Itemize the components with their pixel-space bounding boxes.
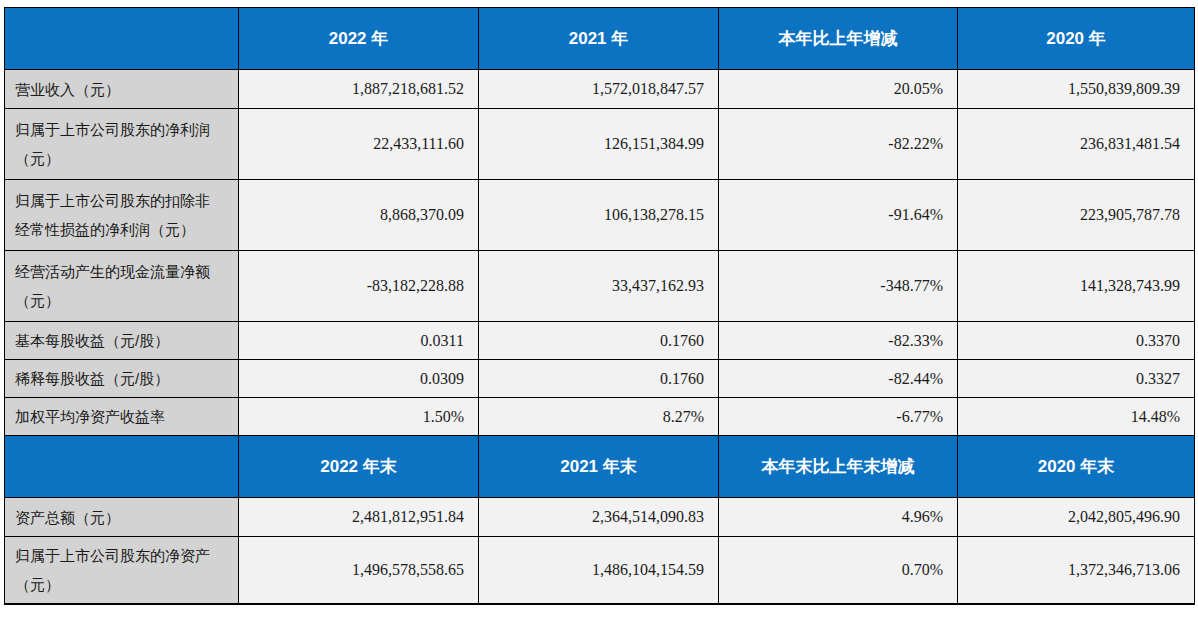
yearend-header-empty-cell (5, 436, 239, 498)
yearend-header-row: 2022 年末 2021 年末 本年末比上年末增减 2020 年末 (5, 436, 1195, 498)
row-net-profit-2020: 236,831,481.54 (958, 109, 1195, 180)
row-basic-eps-2020: 0.3370 (958, 322, 1195, 360)
row-operating-cash-flow-change: -348.77% (719, 251, 958, 322)
row-operating-cash-flow-2022: -83,182,228.88 (239, 251, 479, 322)
row-revenue-2021: 1,572,018,847.57 (479, 70, 719, 109)
row-total-assets-2020: 2,042,805,496.90 (958, 498, 1195, 537)
row-basic-eps-2021: 0.1760 (479, 322, 719, 360)
row-net-profit-deducted-2021: 106,138,278.15 (479, 180, 719, 251)
row-weighted-avg-roe-2021: 8.27% (479, 398, 719, 436)
row-basic-eps: 基本每股收益（元/股） 0.0311 0.1760 -82.33% 0.3370 (5, 322, 1195, 360)
annual-header-yoy-change: 本年比上年增减 (719, 8, 958, 70)
row-weighted-avg-roe-label: 加权平均净资产收益率 (5, 398, 239, 436)
row-revenue-2022: 1,887,218,681.52 (239, 70, 479, 109)
row-revenue-2020: 1,550,839,809.39 (958, 70, 1195, 109)
row-net-profit-change: -82.22% (719, 109, 958, 180)
row-weighted-avg-roe-2022: 1.50% (239, 398, 479, 436)
row-operating-cash-flow-label: 经营活动产生的现金流量净额 （元） (5, 251, 239, 322)
row-revenue-label: 营业收入（元） (5, 70, 239, 109)
row-weighted-avg-roe-2020: 14.48% (958, 398, 1195, 436)
row-net-assets-change: 0.70% (719, 537, 958, 605)
row-net-profit-2022: 22,433,111.60 (239, 109, 479, 180)
row-net-assets-2022: 1,496,578,558.65 (239, 537, 479, 605)
row-revenue: 营业收入（元） 1,887,218,681.52 1,572,018,847.5… (5, 70, 1195, 109)
row-operating-cash-flow: 经营活动产生的现金流量净额 （元） -83,182,228.88 33,437,… (5, 251, 1195, 322)
row-weighted-avg-roe-change: -6.77% (719, 398, 958, 436)
row-total-assets: 资产总额（元） 2,481,812,951.84 2,364,514,090.8… (5, 498, 1195, 537)
row-total-assets-2021: 2,364,514,090.83 (479, 498, 719, 537)
row-diluted-eps-label: 稀释每股收益（元/股） (5, 360, 239, 398)
row-diluted-eps-change: -82.44% (719, 360, 958, 398)
yearend-header-2022: 2022 年末 (239, 436, 479, 498)
annual-header-empty-cell (5, 8, 239, 70)
yearend-header-2020: 2020 年末 (958, 436, 1195, 498)
row-basic-eps-2022: 0.0311 (239, 322, 479, 360)
row-net-assets-label: 归属于上市公司股东的净资产 （元） (5, 537, 239, 605)
yearend-header-yoy-change: 本年末比上年末增减 (719, 436, 958, 498)
annual-header-2022: 2022 年 (239, 8, 479, 70)
row-net-profit-2021: 126,151,384.99 (479, 109, 719, 180)
row-net-profit-deducted-2022: 8,868,370.09 (239, 180, 479, 251)
annual-header-2020: 2020 年 (958, 8, 1195, 70)
row-net-assets-2021: 1,486,104,154.59 (479, 537, 719, 605)
row-operating-cash-flow-2020: 141,328,743.99 (958, 251, 1195, 322)
financial-summary-table: 2022 年 2021 年 本年比上年增减 2020 年 营业收入（元） 1,8… (4, 7, 1195, 605)
row-net-profit-deducted-change: -91.64% (719, 180, 958, 251)
row-diluted-eps-2020: 0.3327 (958, 360, 1195, 398)
row-net-assets: 归属于上市公司股东的净资产 （元） 1,496,578,558.65 1,486… (5, 537, 1195, 605)
row-total-assets-change: 4.96% (719, 498, 958, 537)
financial-summary-page: 2022 年 2021 年 本年比上年增减 2020 年 营业收入（元） 1,8… (0, 0, 1198, 622)
row-net-profit-deducted: 归属于上市公司股东的扣除非 经常性损益的净利润（元） 8,868,370.09 … (5, 180, 1195, 251)
row-basic-eps-label: 基本每股收益（元/股） (5, 322, 239, 360)
row-weighted-avg-roe: 加权平均净资产收益率 1.50% 8.27% -6.77% 14.48% (5, 398, 1195, 436)
row-operating-cash-flow-2021: 33,437,162.93 (479, 251, 719, 322)
yearend-header-2021: 2021 年末 (479, 436, 719, 498)
row-diluted-eps: 稀释每股收益（元/股） 0.0309 0.1760 -82.44% 0.3327 (5, 360, 1195, 398)
row-net-assets-2020: 1,372,346,713.06 (958, 537, 1195, 605)
row-net-profit: 归属于上市公司股东的净利润 （元） 22,433,111.60 126,151,… (5, 109, 1195, 180)
annual-header-2021: 2021 年 (479, 8, 719, 70)
row-revenue-change: 20.05% (719, 70, 958, 109)
row-net-profit-label: 归属于上市公司股东的净利润 （元） (5, 109, 239, 180)
row-net-profit-deducted-label: 归属于上市公司股东的扣除非 经常性损益的净利润（元） (5, 180, 239, 251)
row-diluted-eps-2022: 0.0309 (239, 360, 479, 398)
row-net-profit-deducted-2020: 223,905,787.78 (958, 180, 1195, 251)
row-total-assets-label: 资产总额（元） (5, 498, 239, 537)
row-basic-eps-change: -82.33% (719, 322, 958, 360)
row-total-assets-2022: 2,481,812,951.84 (239, 498, 479, 537)
row-diluted-eps-2021: 0.1760 (479, 360, 719, 398)
annual-header-row: 2022 年 2021 年 本年比上年增减 2020 年 (5, 8, 1195, 70)
